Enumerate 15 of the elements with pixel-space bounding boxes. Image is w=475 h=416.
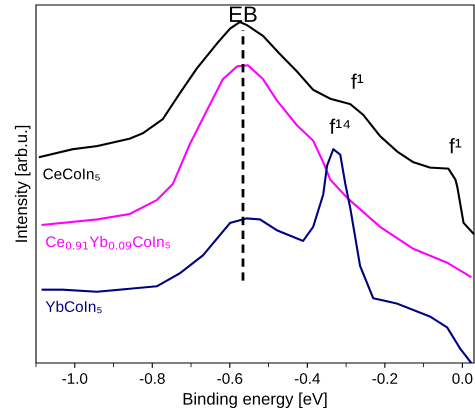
- x-tick-label: 0.0: [452, 373, 472, 384]
- y-axis-title: Intensity [arb.u.]: [14, 126, 30, 242]
- annotation: f¹: [449, 138, 462, 154]
- x-axis-title: Binding energy [eV]: [184, 392, 327, 408]
- ref-line-label: EB: [230, 6, 257, 22]
- x-tick-label: -0.6: [217, 373, 242, 384]
- series-label: CeCoIn₅: [43, 168, 100, 181]
- series-label: Ce$_{0.91}$Yb$_{0.09}$CoIn₅: [46, 236, 170, 250]
- series-label: YbCoIn₅: [46, 300, 102, 314]
- x-tick-label: -0.8: [140, 373, 165, 384]
- annotation: f¹⁴: [330, 118, 350, 134]
- x-tick-label: -1.0: [62, 373, 88, 384]
- x-tick-label: -0.4: [294, 373, 320, 384]
- x-tick-label: -0.2: [372, 373, 398, 384]
- annotation: f¹: [351, 74, 364, 89]
